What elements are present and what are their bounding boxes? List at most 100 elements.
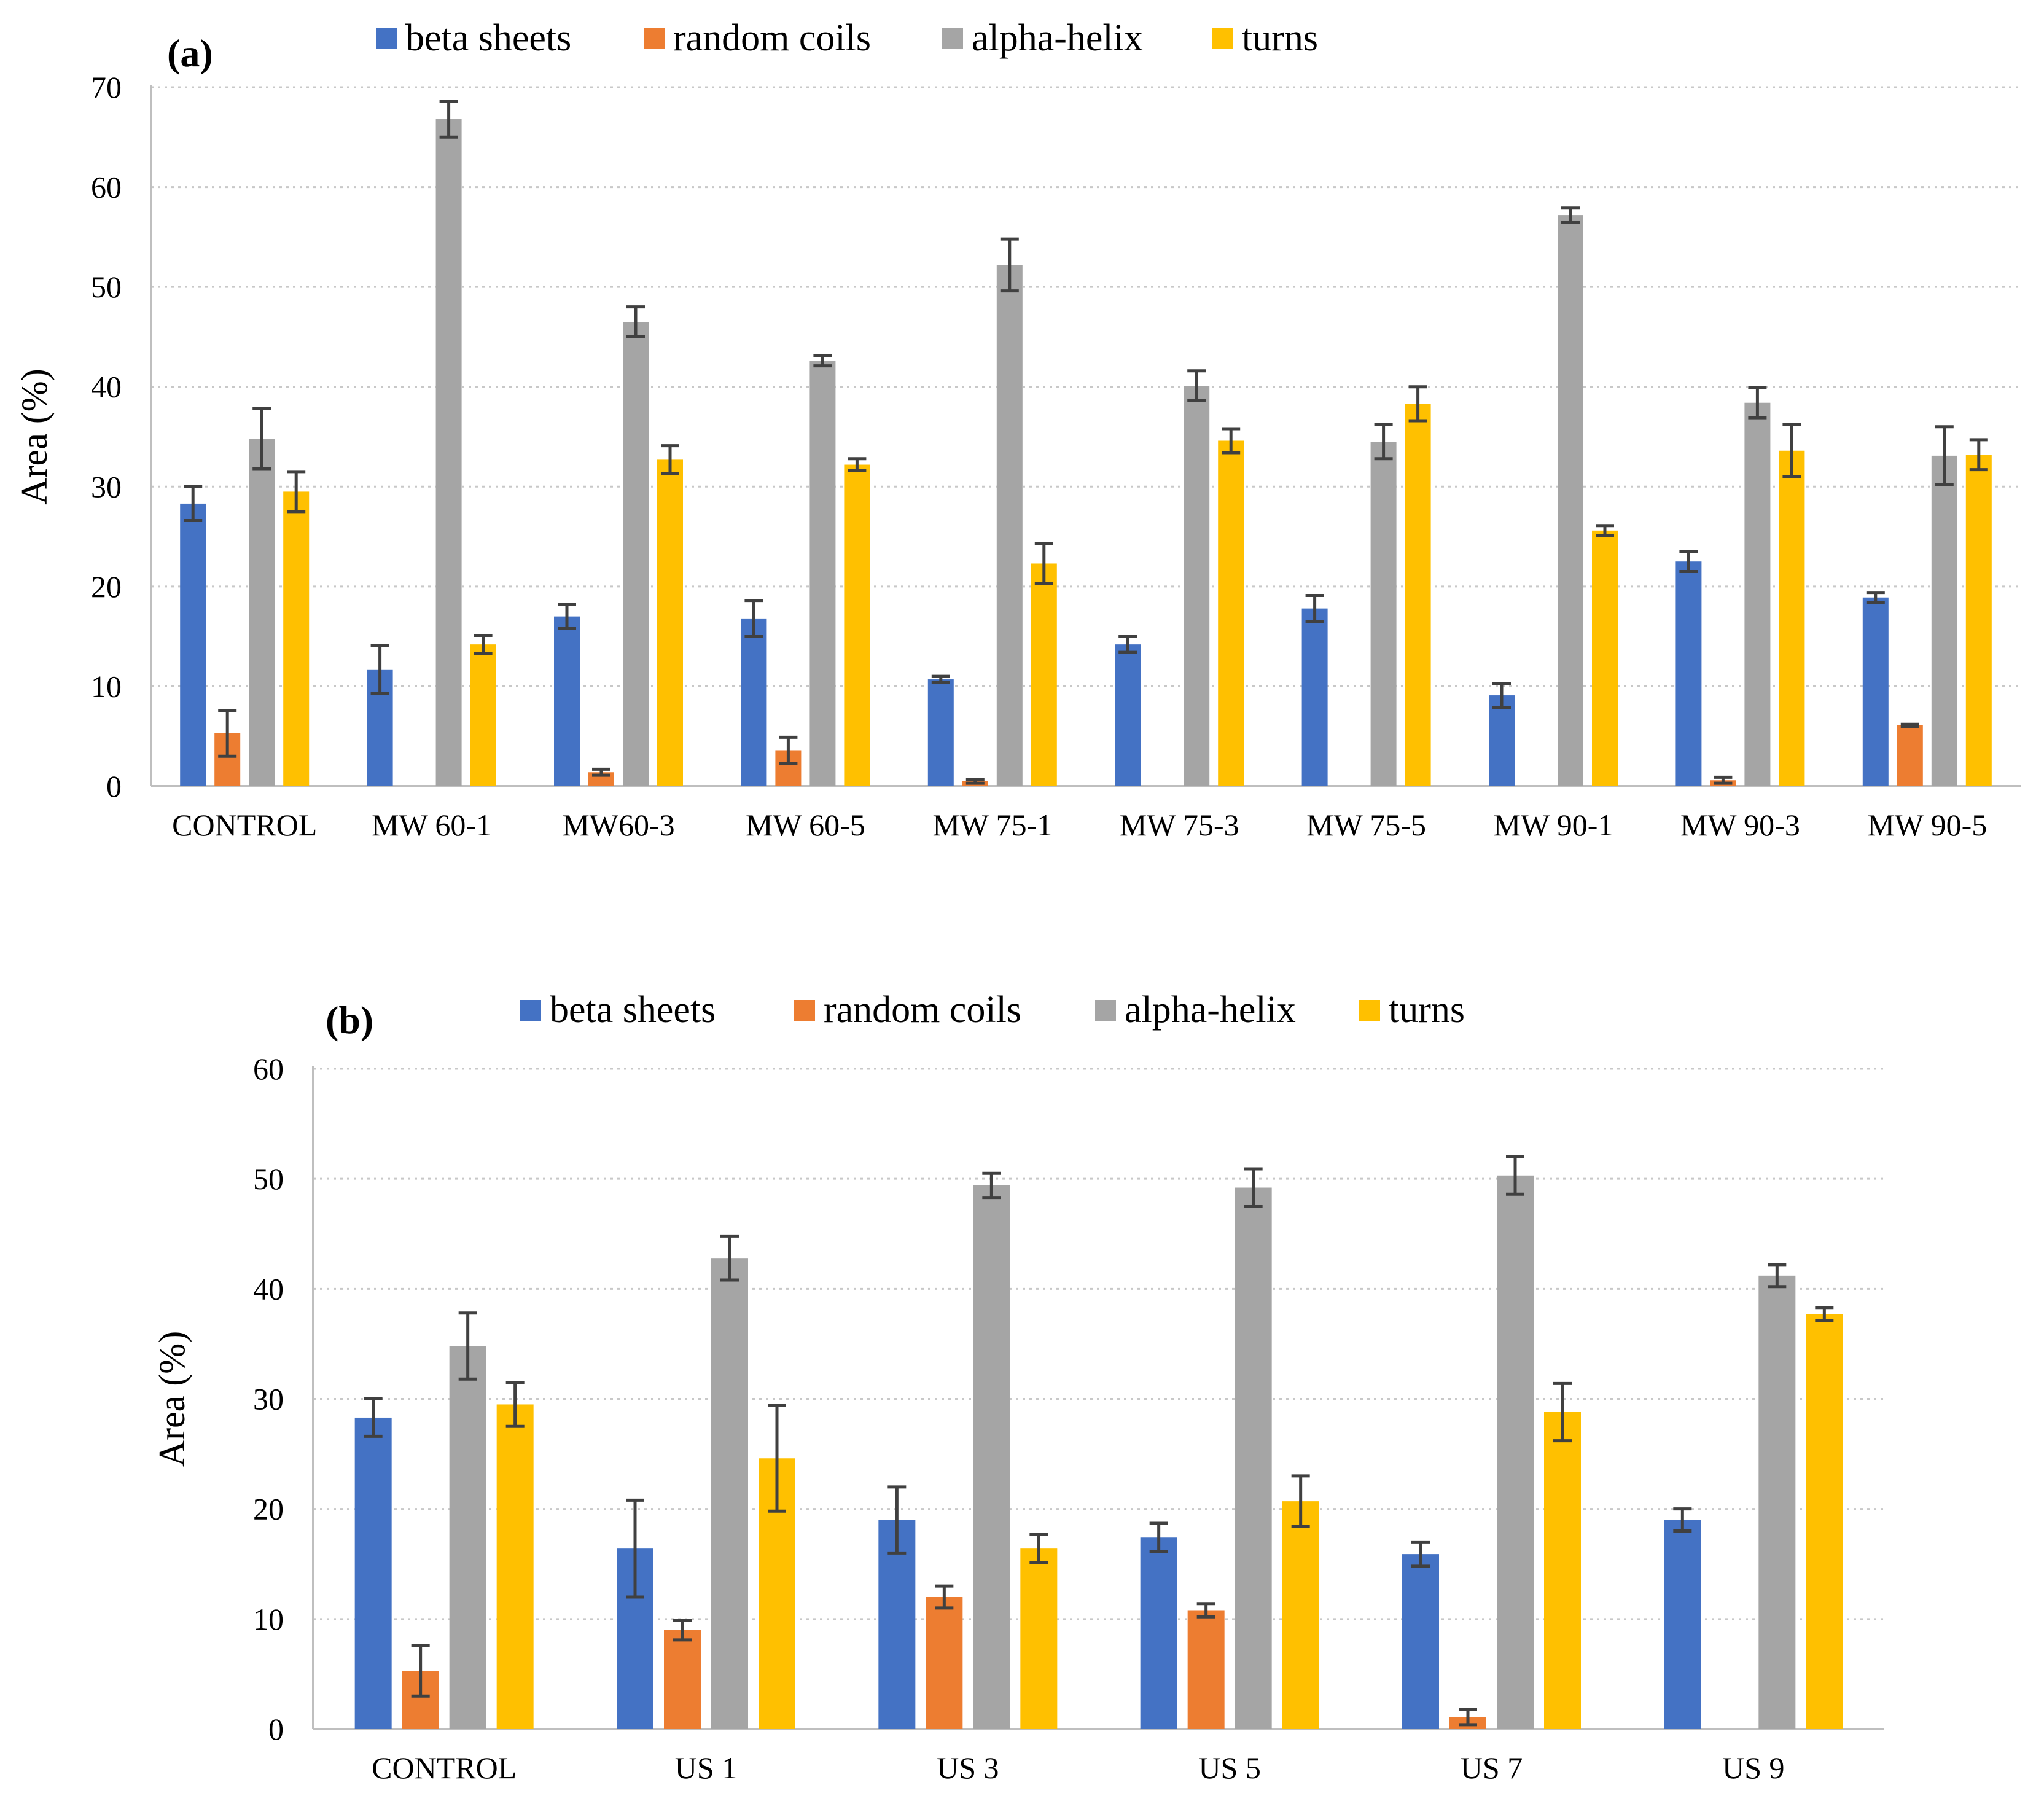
bar-beta-sheets-mw-75-3 bbox=[1115, 644, 1141, 786]
bar-beta-sheets-mw60-3 bbox=[554, 616, 580, 786]
y-tick-label: 10 bbox=[253, 1602, 284, 1636]
bar-alpha-helix-mw-90-1 bbox=[1558, 215, 1583, 786]
x-category-label: MW 90-3 bbox=[1680, 808, 1800, 842]
bar-turns-mw-75-5 bbox=[1405, 404, 1431, 786]
legend-swatch-alpha-helix bbox=[942, 28, 963, 49]
y-tick-label: 0 bbox=[106, 769, 122, 803]
legend-label-turns: turns bbox=[1242, 17, 1318, 59]
x-category-label: MW 75-1 bbox=[932, 808, 1052, 842]
legend-label-turns: turns bbox=[1389, 989, 1465, 1031]
y-tick-label: 20 bbox=[253, 1492, 284, 1526]
bar-alpha-helix-mw-90-3 bbox=[1744, 402, 1771, 786]
panel-label: (b) bbox=[326, 998, 373, 1042]
bar-beta-sheets-mw-90-3 bbox=[1675, 561, 1702, 786]
x-category-label: CONTROL bbox=[172, 808, 317, 842]
chart-panel-a: 0 10 20 30 40 50 60 70 Area (%) (a) beta sheets ran… bbox=[14, 17, 2021, 842]
x-category-label: MW 60-1 bbox=[372, 808, 491, 842]
x-category-label: US 5 bbox=[1198, 1751, 1260, 1785]
y-tick-label: 40 bbox=[253, 1271, 284, 1306]
bar-beta-sheets-control bbox=[180, 503, 206, 786]
bar-turns-us-9 bbox=[1806, 1314, 1843, 1729]
y-tick-label: 30 bbox=[91, 469, 122, 504]
legend-label-alpha-helix: alpha-helix bbox=[972, 17, 1143, 59]
legend-label-random-coils: random coils bbox=[824, 989, 1021, 1031]
bar-beta-sheets-mw-75-5 bbox=[1301, 608, 1328, 786]
x-category-label: MW60-3 bbox=[562, 808, 674, 842]
legend-label-random-coils: random coils bbox=[673, 17, 871, 59]
legend-swatch-beta-sheets bbox=[520, 1000, 541, 1021]
legend-swatch-turns bbox=[1359, 1000, 1380, 1021]
y-axis-title: Area (%) bbox=[152, 1331, 192, 1467]
y-tick-label: 60 bbox=[253, 1052, 284, 1086]
bar-turns-control bbox=[496, 1404, 534, 1729]
bar-alpha-helix-mw-75-5 bbox=[1370, 442, 1397, 786]
bar-beta-sheets-mw-75-1 bbox=[927, 679, 954, 786]
bar-beta-sheets-control bbox=[354, 1417, 392, 1729]
bar-alpha-helix-us-5 bbox=[1235, 1187, 1272, 1729]
x-category-label: MW 75-3 bbox=[1120, 808, 1239, 842]
bar-alpha-helix-mw-75-1 bbox=[996, 265, 1023, 786]
y-tick-label: 70 bbox=[91, 70, 122, 104]
bar-alpha-helix-us-3 bbox=[973, 1185, 1010, 1729]
y-tick-label: 50 bbox=[91, 270, 122, 304]
bar-turns-mw-90-3 bbox=[1779, 450, 1805, 786]
bar-random-coils-mw-90-5 bbox=[1897, 725, 1923, 786]
bar-beta-sheets-us-3 bbox=[878, 1520, 916, 1729]
legend-swatch-random-coils bbox=[644, 28, 665, 49]
y-tick-label: 60 bbox=[91, 170, 122, 205]
y-tick-label: 50 bbox=[253, 1162, 284, 1196]
y-tick-label: 40 bbox=[91, 370, 122, 404]
legend-swatch-turns bbox=[1212, 28, 1233, 49]
bar-alpha-helix-control bbox=[249, 439, 275, 786]
bar-beta-sheets-mw-90-5 bbox=[1862, 597, 1889, 786]
bar-alpha-helix-mw-75-3 bbox=[1184, 386, 1210, 786]
legend-label-beta-sheets: beta sheets bbox=[550, 989, 716, 1031]
legend-swatch-alpha-helix bbox=[1095, 1000, 1116, 1021]
x-category-label: US 9 bbox=[1722, 1751, 1784, 1785]
bar-beta-sheets-us-7 bbox=[1402, 1554, 1439, 1729]
y-tick-label: 20 bbox=[91, 569, 122, 604]
bar-beta-sheets-us-5 bbox=[1140, 1537, 1177, 1729]
bar-turns-mw-90-5 bbox=[1965, 455, 1992, 786]
x-category-label: MW 60-5 bbox=[746, 808, 865, 842]
bar-alpha-helix-us-7 bbox=[1497, 1175, 1534, 1729]
y-tick-label: 0 bbox=[268, 1712, 284, 1746]
bar-turns-mw60-3 bbox=[657, 459, 683, 786]
bar-turns-control bbox=[283, 491, 310, 786]
y-tick-label: 10 bbox=[91, 669, 122, 703]
bar-turns-mw-60-1 bbox=[470, 644, 496, 786]
bar-beta-sheets-mw-60-5 bbox=[741, 618, 767, 786]
legend-label-beta-sheets: beta sheets bbox=[405, 17, 571, 59]
bar-random-coils-us-3 bbox=[926, 1597, 963, 1729]
bar-random-coils-us-5 bbox=[1187, 1610, 1225, 1729]
y-axis-title: Area (%) bbox=[14, 369, 55, 505]
bar-turns-mw-90-1 bbox=[1592, 530, 1618, 786]
bar-alpha-helix-us-9 bbox=[1758, 1275, 1796, 1729]
bar-alpha-helix-mw-60-5 bbox=[809, 361, 836, 786]
chart-panel-b: 0 10 20 30 40 50 60 Area (%) (b) beta sheets rando… bbox=[152, 989, 1884, 1785]
bar-alpha-helix-mw-60-1 bbox=[435, 119, 462, 787]
bar-beta-sheets-us-9 bbox=[1664, 1520, 1701, 1729]
bar-turns-us-5 bbox=[1282, 1501, 1319, 1729]
bar-turns-mw-75-3 bbox=[1218, 440, 1244, 786]
bar-alpha-helix-mw-90-5 bbox=[1931, 455, 1957, 786]
bar-turns-mw-75-1 bbox=[1031, 563, 1057, 786]
bar-beta-sheets-mw-90-1 bbox=[1489, 695, 1515, 786]
legend-label-alpha-helix: alpha-helix bbox=[1125, 989, 1296, 1031]
panel-label: (a) bbox=[167, 31, 213, 75]
bar-turns-mw-60-5 bbox=[844, 464, 870, 786]
x-category-label: MW 90-5 bbox=[1867, 808, 1987, 842]
bar-turns-us-7 bbox=[1544, 1412, 1581, 1729]
bar-alpha-helix-control bbox=[449, 1346, 486, 1729]
bar-random-coils-us-1 bbox=[664, 1630, 701, 1729]
x-category-label: US 3 bbox=[937, 1751, 999, 1785]
x-category-label: CONTROL bbox=[372, 1751, 517, 1785]
x-category-label: US 7 bbox=[1461, 1751, 1523, 1785]
x-category-label: MW 90-1 bbox=[1494, 808, 1613, 842]
x-category-label: US 1 bbox=[675, 1751, 737, 1785]
x-category-label: MW 75-5 bbox=[1306, 808, 1426, 842]
legend-swatch-random-coils bbox=[794, 1000, 815, 1021]
y-tick-label: 30 bbox=[253, 1382, 284, 1416]
bar-alpha-helix-mw60-3 bbox=[623, 322, 649, 786]
